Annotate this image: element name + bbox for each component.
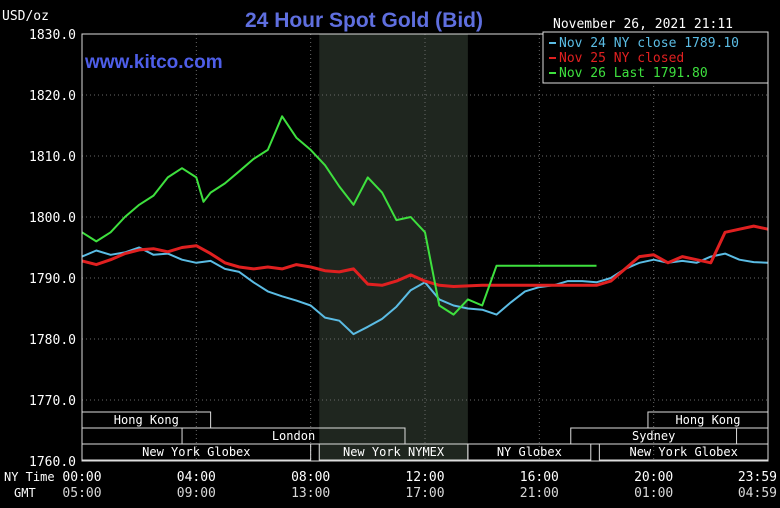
x-tick-label-ny: 23:59 xyxy=(738,470,777,485)
x-tick-label-gmt: 13:00 xyxy=(291,486,330,501)
y-tick-label: 1810.0 xyxy=(29,150,76,165)
session-label: New York Globex xyxy=(142,445,250,459)
y-axis-ticks: 1830.0 1820.0 1810.0 1800.0 1790.0 1780.0 1770… xyxy=(29,28,76,470)
unit-label: USD/oz xyxy=(2,9,49,24)
session-box-border xyxy=(467,443,592,461)
x-tick-label-ny: 08:00 xyxy=(291,470,330,485)
session-label: Hong Kong xyxy=(114,413,179,427)
y-tick-label: 1770.0 xyxy=(29,394,76,409)
y-tick-label: 1830.0 xyxy=(29,28,76,43)
session-label: NY Globex xyxy=(497,445,562,459)
x-row-label-gmt: GMT xyxy=(14,486,36,500)
plot-frame xyxy=(81,33,769,462)
session-label: New York Globex xyxy=(629,445,737,459)
x-tick-label-ny: 00:00 xyxy=(62,470,101,485)
market-sessions: Hong Kong London New York Globex New York N… xyxy=(81,411,769,461)
y-tick-label: 1780.0 xyxy=(29,333,76,348)
y-tick-label: 1790.0 xyxy=(29,272,76,287)
session-label: New York NYMEX xyxy=(343,445,445,459)
x-tick-label-gmt: 04:59 xyxy=(738,486,777,501)
session-label: London xyxy=(272,429,315,443)
x-tick-label-ny: 20:00 xyxy=(634,470,673,485)
y-tick-label: 1760.0 xyxy=(29,455,76,470)
y-tick-label: 1800.0 xyxy=(29,211,76,226)
session-label: Hong Kong xyxy=(675,413,740,427)
series-line-3 xyxy=(81,115,597,316)
x-tick-label-ny: 16:00 xyxy=(520,470,559,485)
x-tick-label-gmt: 05:00 xyxy=(62,486,101,501)
session-box: NY Globex xyxy=(467,443,592,461)
x-row-label-ny: NY Time xyxy=(4,470,55,484)
legend-label: Nov 25 NY closed xyxy=(559,51,684,66)
legend-box xyxy=(542,31,769,84)
y-tick-label: 1820.0 xyxy=(29,89,76,104)
chart-title: 24 Hour Spot Gold (Bid) xyxy=(245,9,483,32)
x-tick-label-gmt: 09:00 xyxy=(177,486,216,501)
timestamp: November 26, 2021 21:11 xyxy=(553,17,733,32)
x-tick-label-gmt: 21:00 xyxy=(520,486,559,501)
series-line-2 xyxy=(81,224,769,288)
legend-label: Nov 26 Last 1791.80 xyxy=(559,66,708,81)
x-tick-label-gmt: 17:00 xyxy=(405,486,444,501)
x-tick-label-gmt: 01:00 xyxy=(634,486,673,501)
legend-label: Nov 24 NY close 1789.10 xyxy=(559,36,739,51)
watermark: www.kitco.com xyxy=(84,52,223,73)
nymex-session-shade xyxy=(319,34,468,461)
x-tick-label-ny: 04:00 xyxy=(177,470,216,485)
session-label: Sydney xyxy=(632,429,675,443)
series-lines xyxy=(81,115,769,336)
x-tick-label-ny: 12:00 xyxy=(405,470,444,485)
